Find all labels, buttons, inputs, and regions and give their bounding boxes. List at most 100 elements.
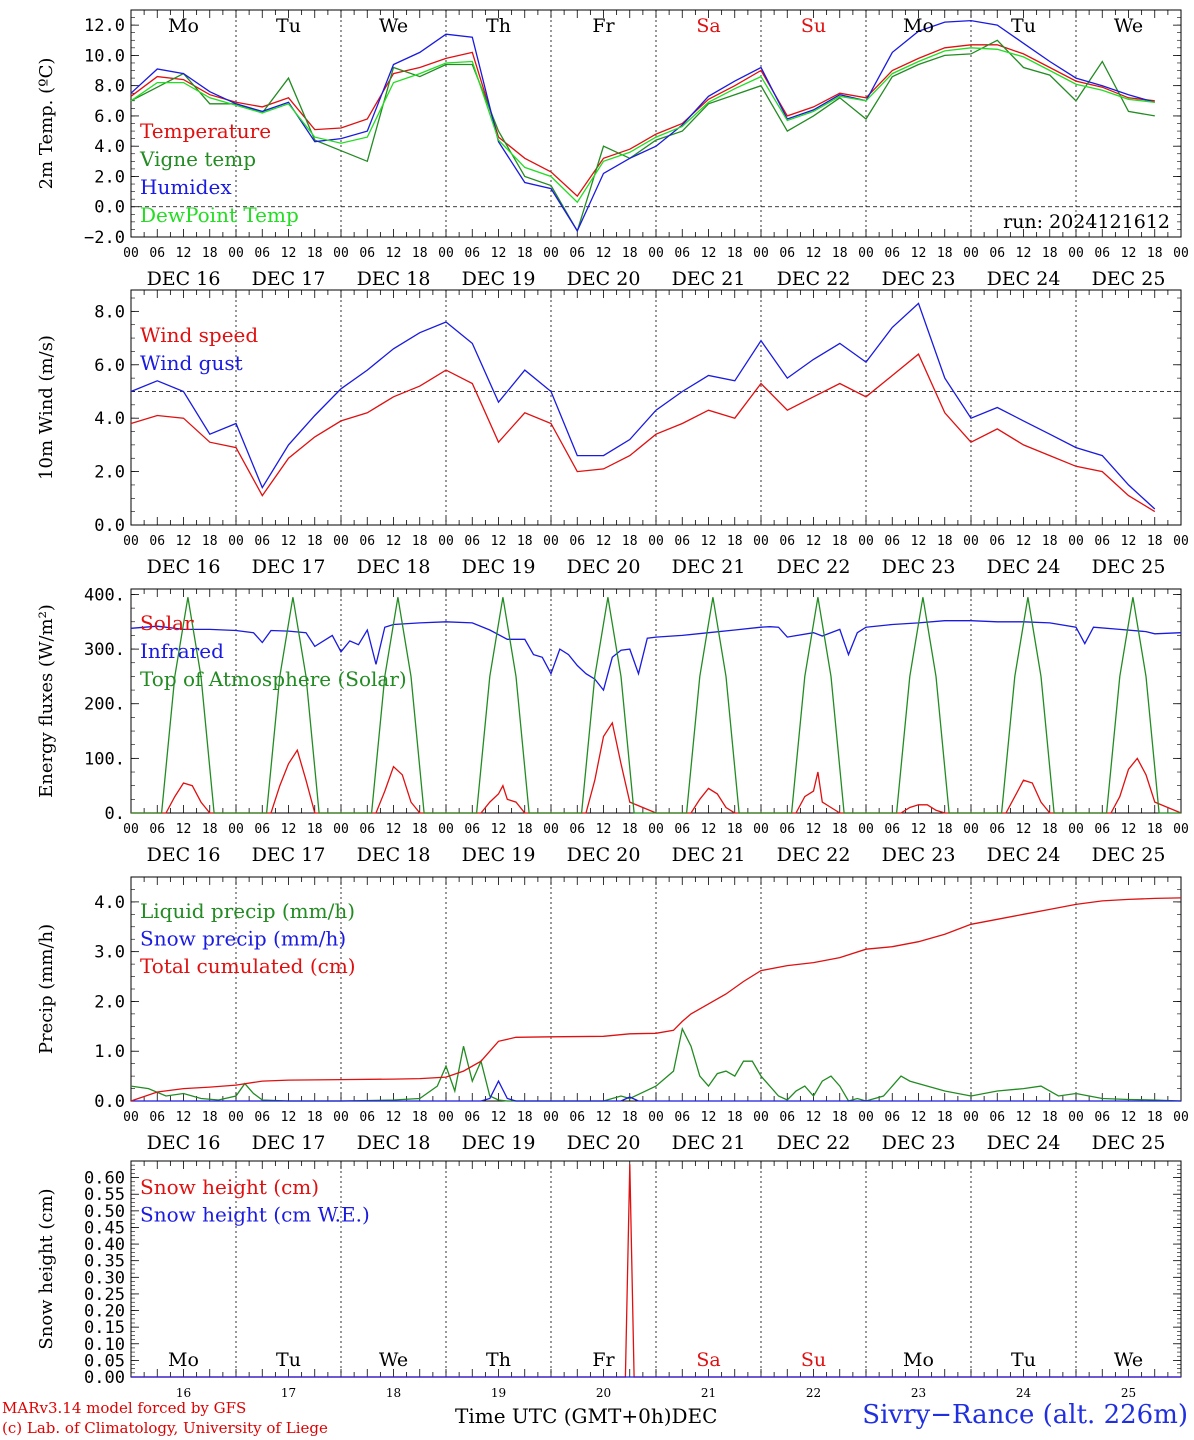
hour-label: 12 (1016, 534, 1032, 549)
legend-entry: Infrared (140, 639, 224, 663)
date-label: DEC 18 (357, 1132, 431, 1154)
y-axis-label: Energy fluxes (W/m²) (36, 604, 57, 798)
hour-label: 00 (963, 822, 979, 837)
legend-entry: Snow height (cm W.E.) (140, 1203, 370, 1227)
hour-label: 00 (753, 246, 769, 261)
hour-label: 12 (806, 246, 822, 261)
legend-entry: Wind gust (140, 351, 243, 375)
hour-label: 12 (1121, 246, 1137, 261)
y-tick-label: 0.35 (84, 1252, 125, 1272)
hour-label: 12 (596, 246, 612, 261)
hour-label: 06 (989, 1110, 1005, 1125)
date-label: DEC 16 (147, 556, 221, 578)
hour-label: 06 (359, 1110, 375, 1125)
y-tick-label: 12.0 (84, 16, 125, 36)
hour-label: 00 (1068, 822, 1084, 837)
hour-label: 00 (1173, 1110, 1189, 1125)
hour-label: 18 (307, 246, 323, 261)
hour-label: 12 (1121, 1110, 1137, 1125)
hour-label: 18 (1147, 246, 1163, 261)
date-label: DEC 23 (882, 1132, 956, 1154)
hour-label: 12 (176, 246, 192, 261)
hour-label: 12 (281, 534, 297, 549)
day-number-label: 17 (281, 1386, 296, 1400)
weekday-label: We (379, 1349, 408, 1371)
y-tick-label: 0.40 (84, 1235, 125, 1255)
hour-label: 18 (202, 822, 218, 837)
series-line-liquid-precip-mm-h- (130, 1026, 1182, 1102)
hour-label: 18 (1042, 534, 1058, 549)
date-label: DEC 25 (1092, 1132, 1166, 1154)
weekday-label: Su (801, 15, 826, 37)
hour-label: 12 (596, 822, 612, 837)
hour-label: 06 (464, 534, 480, 549)
hour-label: 18 (307, 534, 323, 549)
hour-label: 00 (438, 246, 454, 261)
date-label: DEC 18 (357, 268, 431, 290)
hour-label: 06 (674, 822, 690, 837)
date-label: DEC 18 (357, 844, 431, 866)
chart-panel-3: 0. 100. 200. 300. 400. Energy fluxes (W/m²) So… (36, 585, 1189, 866)
hour-label: 00 (333, 822, 349, 837)
y-tick-label: 0.45 (84, 1218, 125, 1238)
day-number-label: 21 (701, 1386, 716, 1400)
hour-label: 06 (989, 534, 1005, 549)
day-number-label: 23 (911, 1386, 926, 1400)
day-number-label: 24 (1016, 1386, 1032, 1400)
hour-label: 06 (149, 534, 165, 549)
hour-label: 18 (517, 1110, 533, 1125)
date-label: DEC 25 (1092, 844, 1166, 866)
legend-entry: Liquid precip (mm/h) (140, 899, 355, 923)
y-tick-label: 400. (84, 585, 125, 605)
hour-label: 12 (701, 534, 717, 549)
hour-label: 18 (517, 822, 533, 837)
hour-label: 12 (596, 534, 612, 549)
date-label: DEC 23 (882, 844, 956, 866)
hour-label: 00 (1173, 822, 1189, 837)
hour-label: 12 (491, 822, 507, 837)
series-line-wind-speed (130, 353, 1156, 513)
time-axis-label: Time UTC (GMT+0h)DEC (455, 1404, 717, 1428)
legend-entry: Top of Atmosphere (Solar) (140, 667, 407, 691)
hour-label: 06 (569, 822, 585, 837)
hour-label: 00 (228, 246, 244, 261)
date-label: DEC 24 (987, 1132, 1061, 1154)
hour-label: 18 (1042, 1110, 1058, 1125)
chart-panel-5: 0.000.050.100.150.200.250.300.350.400.45… (36, 1160, 1182, 1400)
hour-label: 00 (648, 822, 664, 837)
hour-label: 12 (701, 822, 717, 837)
weekday-label: We (1114, 1349, 1143, 1371)
hour-label: 06 (779, 1110, 795, 1125)
hour-label: 00 (648, 534, 664, 549)
hour-label: 18 (1042, 822, 1058, 837)
hour-label: 00 (858, 822, 874, 837)
legend-entry: Wind speed (140, 323, 258, 347)
y-tick-label: 0.0 (94, 198, 125, 218)
series-line-total-cumulated-cm- (130, 897, 1182, 1102)
date-label: DEC 17 (252, 1132, 326, 1154)
chart-panel-4: 0.0 1.0 2.0 3.0 4.0 Precip (mm/h) Liquid preci… (36, 876, 1189, 1154)
series-line-vigne-temp (130, 39, 1155, 233)
y-tick-label: 8.0 (94, 77, 125, 97)
hour-label: 00 (858, 1110, 874, 1125)
time-axis-text: Time UTC (GMT+0h) (455, 1404, 672, 1428)
hour-label: 18 (727, 246, 743, 261)
y-axis-label: Snow height (cm) (36, 1188, 57, 1349)
hour-label: 00 (123, 1110, 139, 1125)
legend-entry: Total cumulated (cm) (140, 954, 356, 978)
hour-label: 18 (517, 534, 533, 549)
y-tick-label: 0.25 (84, 1285, 125, 1305)
hour-label: 00 (438, 534, 454, 549)
weekday-label: Su (801, 1349, 826, 1371)
hour-label: 06 (989, 246, 1005, 261)
hour-label: 12 (701, 246, 717, 261)
hour-label: 06 (884, 822, 900, 837)
hour-label: 12 (386, 822, 402, 837)
day-number-label: 18 (386, 1386, 401, 1400)
hour-label: 18 (937, 246, 953, 261)
y-tick-label: 4.0 (94, 137, 125, 157)
weekday-label: Sa (696, 15, 720, 37)
date-label: DEC 25 (1092, 268, 1166, 290)
y-tick-label: 0.55 (84, 1185, 125, 1205)
y-tick-label: 100. (84, 749, 125, 769)
